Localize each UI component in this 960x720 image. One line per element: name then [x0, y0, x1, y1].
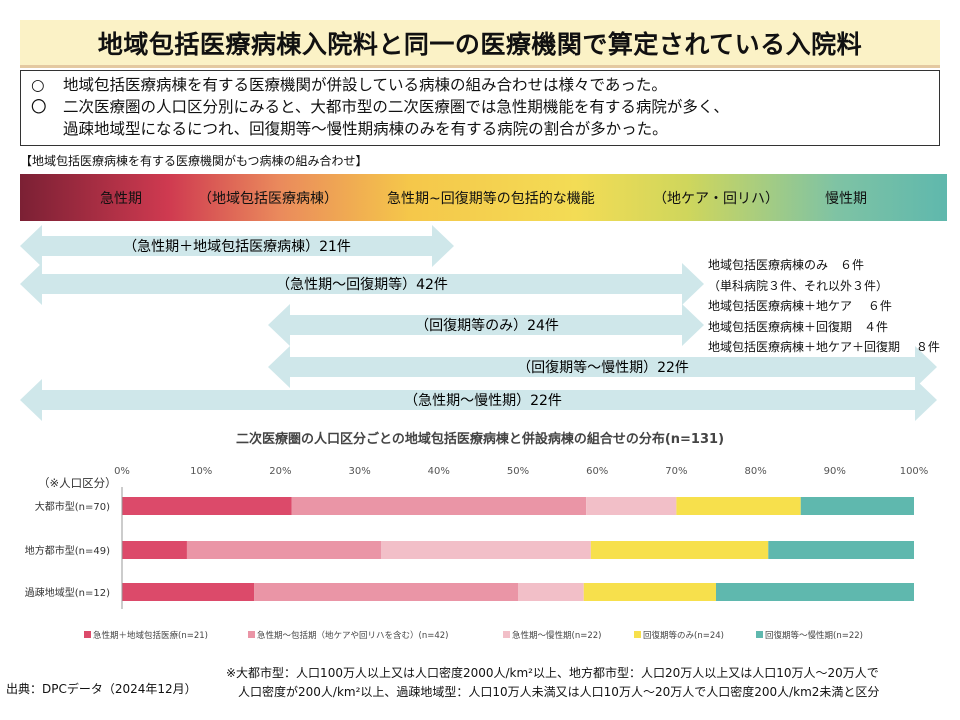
summary-text-2a: 二次医療圏の人口区分別にみると、大都市型の二次医療圏では急性期機能を有する病院が…: [63, 98, 729, 116]
legend-label: 回復期等のみ(n=24): [643, 630, 724, 641]
note-item: 地域包括医療病棟＋地ケア＋回復期 ８件: [708, 340, 940, 354]
bar-segment: [186, 541, 381, 559]
source-note: 出典：DPCデータ（2024年12月）: [6, 682, 197, 696]
bar-segment: [716, 583, 914, 601]
category-label: 大都市型(n=70): [35, 500, 110, 513]
legend-label: 急性期～包括期（地ケアや回リハを含む）(n=42): [257, 630, 448, 641]
legend-swatch: [248, 631, 255, 638]
combo-arrow-5: [20, 379, 937, 421]
bar-segment: [291, 497, 587, 515]
footnote: ※大都市型：人口100万人以上又は人口密度2000人/km²以上、地方都市型：人…: [226, 664, 879, 702]
community-only-note-list: 地域包括医療病棟のみ ６件 （単科病院３件、それ以外３件） 地域包括医療病棟＋地…: [708, 255, 940, 358]
x-tick-label: 60%: [586, 466, 608, 477]
distribution-chart: 二次医療圏の人口区分ごとの地域包括医療病棟と併設病棟の組合せの分布(n=131)…: [25, 431, 929, 641]
legend-label: 回復期等～慢性期(n=22): [765, 630, 863, 641]
chart-title: 二次医療圏の人口区分ごとの地域包括医療病棟と併設病棟の組合せの分布(n=131): [236, 431, 724, 447]
combo-label-1: （急性期＋地域包括医療病棟）21件: [123, 238, 351, 255]
legend-swatch: [503, 631, 510, 638]
footnote-line-1: ※大都市型：人口100万人以上又は人口密度2000人/km²以上、地方都市型：人…: [226, 666, 879, 680]
spectrum-label-inclusive: 急性期~回復期等の包括的な機能: [387, 191, 595, 207]
bar-segment: [122, 583, 255, 601]
x-tick-label: 10%: [190, 466, 212, 477]
bar-segment: [800, 497, 914, 515]
x-tick-label: 0%: [114, 466, 130, 477]
note-item: 地域包括医療病棟＋回復期 ４件: [708, 319, 889, 334]
spectrum-label-acute: 急性期: [100, 191, 142, 207]
summary-box: ○ 地域包括医療病棟を有する医療機関が併設している病棟の組み合わせは様々であった。…: [20, 70, 940, 146]
bullet-mark-1: ○: [31, 76, 45, 94]
summary-bullet-1: ○ 地域包括医療病棟を有する医療機関が併設している病棟の組み合わせは様々であった。: [31, 74, 929, 96]
combo-arrow-1: [20, 225, 454, 267]
combo-arrow-4: [268, 346, 937, 388]
bullet-mark-2: 〇: [31, 98, 47, 116]
legend-swatch: [634, 631, 641, 638]
footnote-line-2: 人口密度が200人/km²以上、過疎地域型：人口10万人未満又は人口10万人～2…: [238, 685, 880, 699]
bar-segment: [583, 583, 716, 601]
combo-arrow-3: [268, 304, 704, 346]
x-tick-label: 30%: [348, 466, 370, 477]
legend-swatch: [756, 631, 763, 638]
combo-label-3: （回復期等のみ）24件: [415, 317, 559, 334]
summary-bullet-2: 〇二次医療圏の人口区分別にみると、大都市型の二次医療圏では急性期機能を有する病院…: [31, 96, 929, 118]
combo-label-4: （回復期等～慢性期）22件: [517, 359, 689, 376]
spectrum-label-community: （地域包括医療病棟）: [198, 191, 338, 207]
bar-segment: [518, 583, 584, 601]
bar-segment: [590, 541, 769, 559]
legend-swatch: [84, 631, 91, 638]
x-tick-label: 50%: [507, 466, 529, 477]
combination-arrows: （急性期＋地域包括医療病棟）21件 （急性期～回復期等）42件 （回復期等のみ）…: [20, 225, 937, 421]
spectrum-label-chronic: 慢性期: [825, 191, 867, 207]
combo-arrow-2: [20, 263, 704, 305]
combo-label-5: （急性期～慢性期）22件: [404, 392, 562, 409]
bar-segment: [768, 541, 914, 559]
x-tick-label: 80%: [744, 466, 766, 477]
page-title: 地域包括医療病棟入院料と同一の医療機関で算定されている入院料: [97, 29, 863, 59]
summary-text-2b: 過疎地域型になるにつれ、回復期等～慢性期病棟のみを有する病院の割合が多かった。: [63, 120, 668, 138]
category-label: 過疎地域型(n=12): [25, 586, 110, 599]
x-tick-label: 90%: [824, 466, 846, 477]
bar-segment: [254, 583, 519, 601]
note-item: 地域包括医療病棟＋地ケア ６件: [708, 299, 892, 313]
x-tick-label: 100%: [900, 466, 929, 477]
note-item: 地域包括医療病棟のみ ６件: [708, 258, 865, 272]
function-spectrum-bar: 急性期 （地域包括医療病棟） 急性期~回復期等の包括的な機能 （地ケア・回リハ）…: [20, 174, 947, 221]
bar-segment: [380, 541, 591, 559]
category-label: 地方都市型(n=49): [25, 544, 110, 557]
bar-segment: [586, 497, 677, 515]
x-tick-label: 40%: [428, 466, 450, 477]
legend-label: 急性期＋地域包括医療(n=21): [93, 630, 208, 641]
note-item: （単科病院３件、それ以外３件）: [708, 278, 889, 293]
title-banner: 地域包括医療病棟入院料と同一の医療機関で算定されている入院料: [20, 20, 940, 68]
combo-label-2: （急性期～回復期等）42件: [276, 276, 448, 293]
section-label: 【地域包括医療病棟を有する医療機関がもつ病棟の組み合わせ】: [20, 154, 368, 168]
bar-segment: [122, 541, 187, 559]
bar-segment: [122, 497, 292, 515]
y-axis-label: （※人口区分）: [38, 476, 117, 490]
spectrum-label-rehab: （地ケア・回リハ）: [653, 191, 779, 207]
summary-text-1: 地域包括医療病棟を有する医療機関が併設している病棟の組み合わせは様々であった。: [63, 76, 667, 94]
legend-label: 急性期～慢性期(n=22): [512, 630, 601, 641]
x-tick-label: 70%: [665, 466, 687, 477]
x-tick-label: 20%: [269, 466, 291, 477]
bar-segment: [676, 497, 801, 515]
